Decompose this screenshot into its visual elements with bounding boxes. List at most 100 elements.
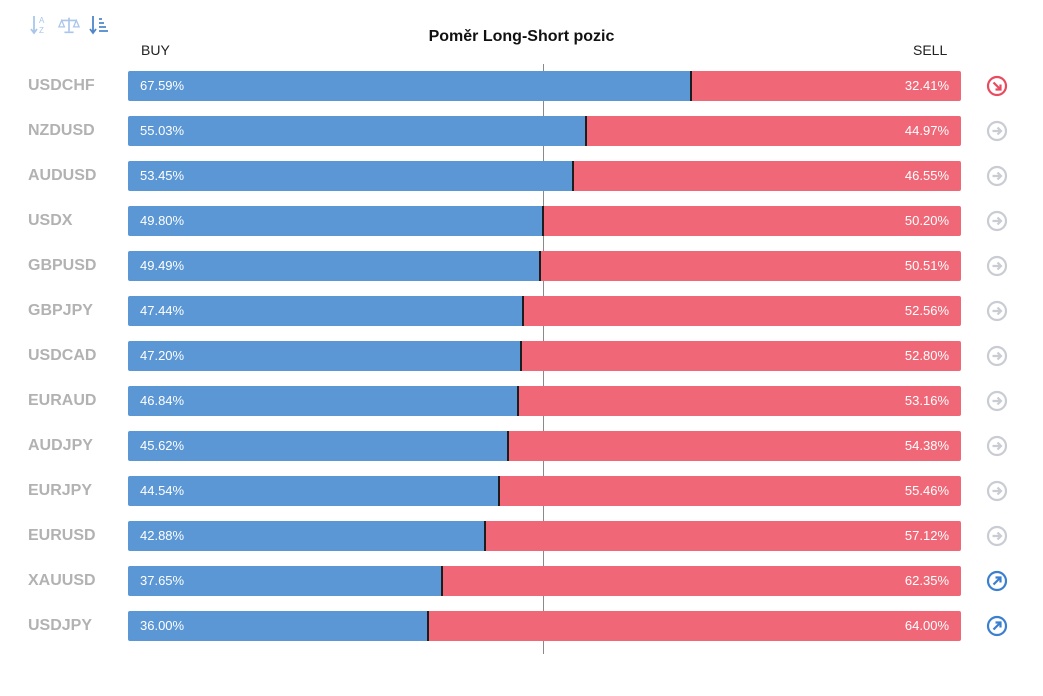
bar-row: GBPJPY 47.44% 52.56% [0,296,1043,326]
symbol-label[interactable]: GBPUSD [28,257,97,274]
buy-segment [128,611,428,641]
buy-value-label: 53.45% [140,168,185,183]
ratio-bar: 55.03% 44.97% [128,116,961,146]
symbol-label[interactable]: USDX [28,212,73,229]
arrow-right-icon[interactable] [986,255,1008,277]
sell-value-label: 62.35% [904,573,949,588]
sell-value-label: 52.80% [904,348,949,363]
sort-amount-icon[interactable] [88,12,110,38]
sell-segment [441,566,961,596]
sell-value-label: 50.20% [904,213,949,228]
ratio-bar: 45.62% 54.38% [128,431,961,461]
bar-row: EURJPY 44.54% 55.46% [0,476,1043,506]
symbol-label[interactable]: EURUSD [28,527,96,544]
bar-row: NZDUSD 55.03% 44.97% [0,116,1043,146]
buy-value-label: 55.03% [140,123,185,138]
ratio-divider [690,71,693,101]
sell-segment [542,206,961,236]
symbol-label[interactable]: XAUUSD [28,572,96,589]
arrow-right-icon[interactable] [986,390,1008,412]
buy-segment [128,431,508,461]
bar-row: EURAUD 46.84% 53.16% [0,386,1043,416]
balance-icon[interactable] [58,12,80,38]
buy-segment [128,476,500,506]
buy-segment [128,251,541,281]
symbol-label[interactable]: EURAUD [28,392,97,409]
ratio-divider [572,161,575,191]
symbol-label[interactable]: AUDUSD [28,167,97,184]
sell-value-label: 32.41% [904,78,949,93]
sort-alpha-icon[interactable]: A Z [28,12,50,38]
arrow-right-icon[interactable] [986,165,1008,187]
symbol-label[interactable]: USDCHF [28,77,95,94]
symbol-label[interactable]: USDJPY [28,617,93,634]
ratio-bar: 47.20% 52.80% [128,341,961,371]
ratio-divider [520,341,523,371]
sell-segment [523,296,961,326]
ratio-divider [585,116,588,146]
buy-segment [128,566,442,596]
sell-segment [691,71,961,101]
ratio-divider [507,431,509,461]
arrow-right-icon[interactable] [986,345,1008,367]
arrow-right-icon[interactable] [986,210,1008,232]
sell-segment [518,386,961,416]
arrow-down-right-icon[interactable] [986,75,1008,97]
buy-value-label: 46.84% [140,393,185,408]
bar-row: USDCAD 47.20% 52.80% [0,341,1043,371]
arrow-right-icon[interactable] [986,480,1008,502]
buy-value-label: 42.88% [140,528,185,543]
arrow-right-icon[interactable] [986,300,1008,322]
svg-text:Z: Z [39,26,44,35]
sell-value-label: 52.56% [904,303,949,318]
sell-column-label: SELL [913,42,948,58]
symbol-label[interactable]: NZDUSD [28,122,95,139]
buy-segment [128,206,543,236]
buy-segment [128,116,587,146]
arrow-right-icon[interactable] [986,120,1008,142]
sell-segment [540,251,961,281]
bar-row: AUDUSD 53.45% 46.55% [0,161,1043,191]
ratio-divider [484,521,487,551]
ratio-divider [539,251,542,281]
ratio-divider [498,476,501,506]
arrow-up-right-icon[interactable] [986,570,1008,592]
toolbar: A Z [28,12,110,38]
buy-value-label: 45.62% [140,438,185,453]
arrow-up-right-icon[interactable] [986,615,1008,637]
sell-segment [521,341,961,371]
symbol-label[interactable]: GBPJPY [28,302,93,319]
buy-column-label: BUY [141,42,170,58]
buy-segment [128,71,692,101]
bar-row: EURUSD 42.88% 57.12% [0,521,1043,551]
ratio-bar: 53.45% 46.55% [128,161,961,191]
sell-value-label: 64.00% [904,618,949,633]
buy-segment [128,296,524,326]
buy-segment [128,341,522,371]
sell-value-label: 46.55% [904,168,949,183]
ratio-divider [440,566,443,596]
symbol-label[interactable]: AUDJPY [28,437,93,454]
buy-value-label: 37.65% [140,573,185,588]
ratio-bar: 42.88% 57.12% [128,521,961,551]
svg-text:A: A [39,16,45,25]
ratio-bar: 47.44% 52.56% [128,296,961,326]
arrow-right-icon[interactable] [986,525,1008,547]
sell-segment [485,521,961,551]
bar-row: GBPUSD 49.49% 50.51% [0,251,1043,281]
buy-value-label: 44.54% [140,483,185,498]
symbol-label[interactable]: USDCAD [28,347,97,364]
sell-value-label: 53.16% [904,393,949,408]
symbol-label[interactable]: EURJPY [28,482,93,499]
buy-segment [128,161,574,191]
arrow-right-icon[interactable] [986,435,1008,457]
ratio-bar: 37.65% 62.35% [128,566,961,596]
ratio-divider [517,386,520,416]
ratio-bar: 46.84% 53.16% [128,386,961,416]
ratio-divider [541,206,544,236]
sell-segment [499,476,961,506]
buy-segment [128,521,486,551]
bar-row: USDCHF 67.59% 32.41% [0,71,1043,101]
chart-title: Poměr Long-Short pozic [428,28,615,45]
ratio-bar: 49.49% 50.51% [128,251,961,281]
